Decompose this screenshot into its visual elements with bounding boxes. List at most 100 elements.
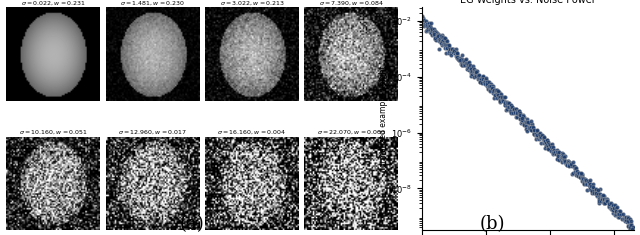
- Point: [519, 122, 529, 126]
- Point: [513, 113, 524, 116]
- Point: [515, 111, 525, 114]
- Point: [469, 67, 479, 71]
- Point: [570, 167, 580, 171]
- Point: [515, 113, 525, 117]
- Point: [466, 69, 476, 72]
- Point: [550, 152, 561, 156]
- Point: [586, 184, 596, 188]
- Point: [615, 209, 625, 213]
- Point: [607, 204, 617, 207]
- Point: [557, 151, 567, 155]
- Point: [620, 217, 630, 220]
- Point: [536, 135, 546, 139]
- Point: [524, 121, 534, 125]
- Point: [500, 101, 510, 105]
- Point: [602, 200, 612, 203]
- Point: [568, 160, 578, 164]
- Point: [564, 161, 574, 164]
- Point: [469, 69, 479, 73]
- Point: [438, 39, 448, 42]
- Point: [574, 171, 584, 175]
- Point: [549, 151, 559, 155]
- Point: [557, 157, 568, 161]
- Point: [424, 25, 435, 28]
- Point: [435, 35, 445, 39]
- Point: [440, 42, 450, 45]
- Point: [488, 86, 498, 90]
- Point: [599, 201, 609, 205]
- Point: [522, 129, 532, 133]
- Point: [584, 183, 595, 187]
- Point: [540, 139, 550, 143]
- Point: [495, 98, 506, 102]
- Point: [500, 102, 511, 106]
- Point: [571, 171, 581, 174]
- Point: [531, 137, 541, 141]
- Point: [470, 70, 480, 73]
- Point: [422, 25, 433, 29]
- Point: [624, 223, 634, 227]
- Point: [463, 64, 473, 68]
- Point: [614, 213, 625, 217]
- Point: [608, 208, 618, 212]
- Point: [471, 71, 481, 75]
- Point: [465, 74, 476, 78]
- Point: [426, 26, 436, 30]
- Point: [506, 103, 516, 107]
- Point: [495, 94, 506, 98]
- Point: [486, 87, 497, 90]
- Point: [512, 115, 522, 119]
- Point: [435, 37, 445, 41]
- Point: [492, 92, 502, 96]
- Point: [535, 134, 545, 138]
- Point: [442, 39, 452, 43]
- Y-axis label: normalized example weight: normalized example weight: [380, 65, 388, 172]
- Point: [626, 223, 636, 226]
- Point: [587, 187, 597, 191]
- Title: $\sigma = 10.160, w = 0.051$: $\sigma = 10.160, w = 0.051$: [19, 129, 88, 136]
- Point: [535, 133, 545, 137]
- Point: [472, 74, 482, 78]
- Point: [465, 72, 476, 75]
- Point: [438, 35, 449, 39]
- Point: [493, 89, 503, 93]
- Point: [426, 29, 436, 33]
- Point: [419, 24, 429, 27]
- Point: [526, 125, 536, 129]
- Point: [442, 47, 452, 50]
- Point: [517, 116, 527, 120]
- Point: [476, 78, 486, 81]
- Point: [576, 176, 586, 180]
- Point: [547, 153, 557, 156]
- Point: [536, 131, 546, 134]
- Point: [536, 141, 546, 145]
- Point: [429, 31, 439, 35]
- Point: [422, 22, 432, 26]
- Point: [532, 133, 542, 137]
- Point: [491, 92, 501, 96]
- Point: [488, 91, 498, 95]
- Point: [584, 182, 595, 186]
- Point: [548, 148, 559, 152]
- Point: [627, 223, 637, 227]
- Point: [446, 48, 456, 52]
- Point: [600, 201, 611, 204]
- Point: [614, 215, 625, 218]
- Point: [602, 199, 612, 203]
- Point: [598, 195, 608, 199]
- Point: [538, 134, 548, 138]
- Point: [592, 194, 602, 198]
- Point: [606, 207, 616, 211]
- Point: [422, 23, 432, 27]
- Point: [460, 59, 470, 63]
- Point: [534, 132, 545, 136]
- Point: [435, 39, 445, 43]
- Point: [571, 166, 581, 170]
- Point: [436, 39, 447, 43]
- Point: [441, 43, 451, 47]
- Point: [445, 47, 455, 51]
- Point: [488, 90, 498, 93]
- Point: [506, 109, 516, 112]
- Point: [517, 118, 527, 121]
- Point: [567, 172, 577, 176]
